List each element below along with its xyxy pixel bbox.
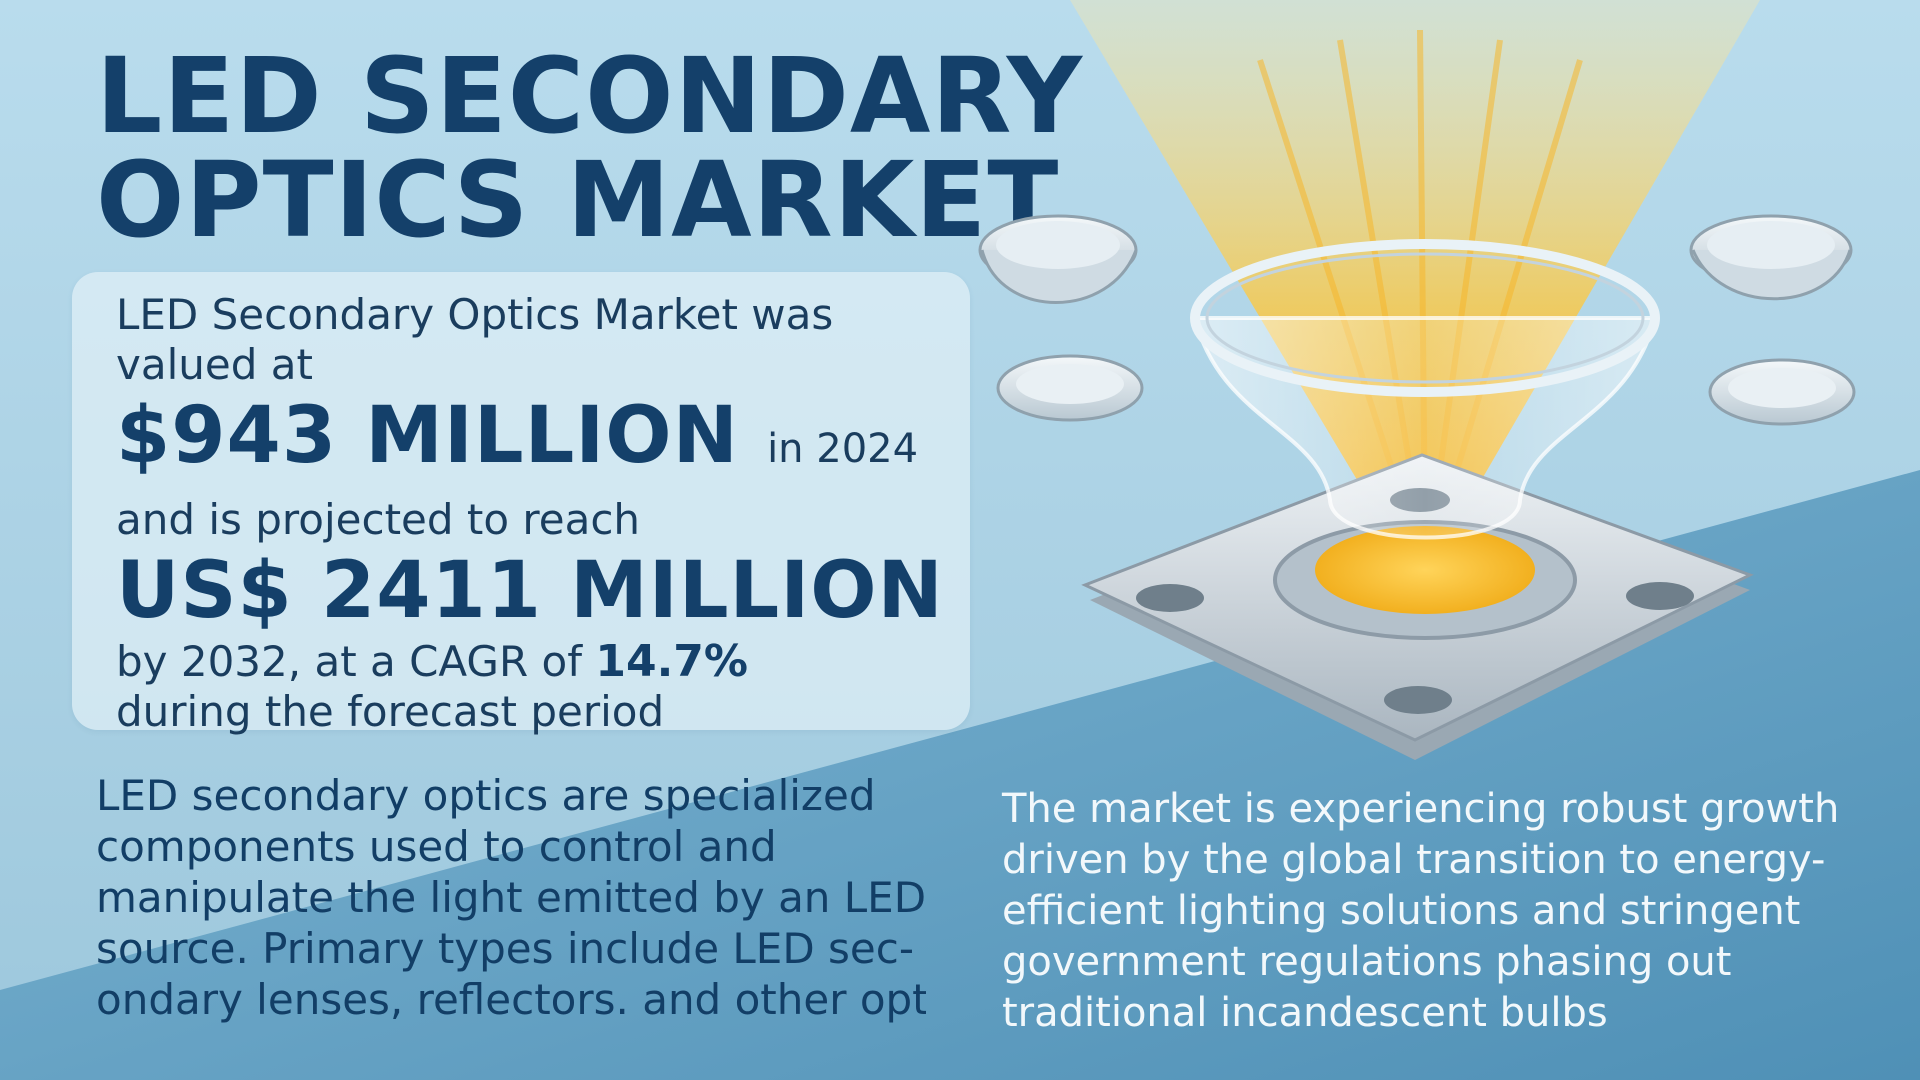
title-line-1: LED SECONDARY xyxy=(96,35,1084,157)
market-stats-text: LED Secondary Optics Market was valued a… xyxy=(116,290,946,737)
mount-hole-icon xyxy=(1384,686,1452,714)
stats-line-3: and is projected to reach xyxy=(116,495,641,544)
title-line-2: OPTICS MARKET xyxy=(96,139,1060,261)
tir-lens-body xyxy=(1192,316,1658,540)
description-right-line: efficient lighting solutions and stringe… xyxy=(1002,888,1801,934)
small-lens-icon xyxy=(978,214,1138,304)
light-beam xyxy=(1070,0,1760,560)
stats-line-1: LED Secondary Optics Market was xyxy=(116,290,834,339)
stats-line-2: valued at xyxy=(116,340,313,389)
tir-lens-rim xyxy=(1190,239,1660,397)
description-right-line: driven by the global transition to energ… xyxy=(1002,837,1826,883)
stats-line-5: during the forecast period xyxy=(116,687,665,736)
value-2032: US$ 2411 MILLION xyxy=(116,546,944,636)
description-left-line: LED secondary optics are specialized xyxy=(96,771,876,820)
description-left-line: ondary lenses, reflectors. and other opt… xyxy=(96,975,926,1024)
description-right-line: government regulations phasing out xyxy=(1002,939,1732,985)
page-title: LED SECONDARY OPTICS MARKET xyxy=(96,44,1083,252)
description-right-line: traditional incandescent bulbs xyxy=(1002,990,1608,1036)
description-left: LED secondary optics are specialized com… xyxy=(96,770,926,1025)
year-2024-label: in 2024 xyxy=(767,426,919,472)
cagr-value: 14.7% xyxy=(595,636,748,687)
cagr-prefix: by 2032, at a CAGR of xyxy=(116,637,582,686)
mount-hole-icon xyxy=(1136,584,1204,612)
small-lens-icon xyxy=(1708,358,1856,426)
description-left-line: manipulate the light emitted by an LED xyxy=(96,873,926,922)
description-left-line: source. Primary types include LED sec- xyxy=(96,924,914,973)
led-chip xyxy=(1315,526,1535,614)
mount-hole-icon xyxy=(1626,582,1694,610)
stats-value-2024-line: $943 MILLION in 2024 xyxy=(116,390,946,495)
value-2024: $943 MILLION xyxy=(116,391,739,481)
small-lens-icon xyxy=(996,354,1144,422)
market-stats-card: LED Secondary Optics Market was valued a… xyxy=(72,272,970,736)
stats-line-4: by 2032, at a CAGR of 14.7% xyxy=(116,637,946,687)
led-optic-lens-illustration-icon xyxy=(978,0,1856,760)
description-left-line: components used to control and xyxy=(96,822,777,871)
description-right: The market is experiencing robust growth… xyxy=(1002,784,1882,1039)
small-lens-icon xyxy=(1689,214,1853,301)
description-right-line: The market is experiencing robust growth xyxy=(1002,786,1840,832)
